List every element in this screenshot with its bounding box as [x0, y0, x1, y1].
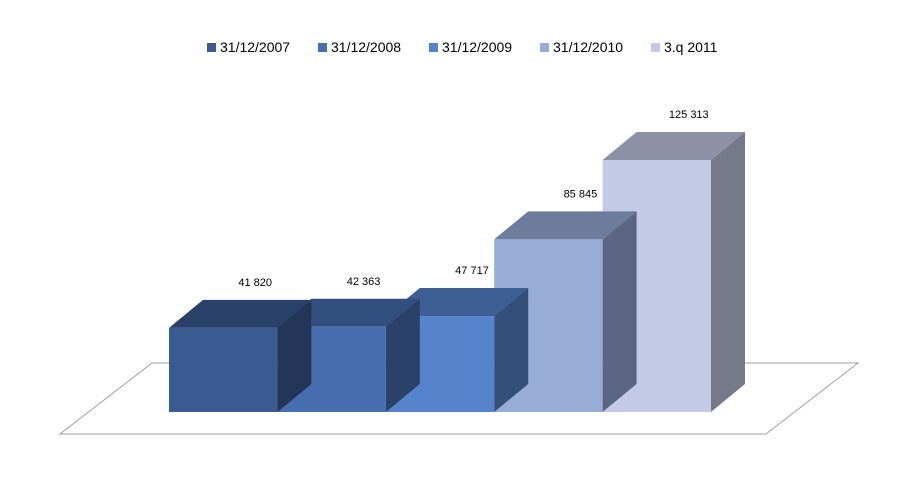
data-label: 85 845 [564, 188, 598, 200]
bar-side [602, 211, 637, 412]
legend-label: 3.q 2011 [664, 39, 718, 55]
bar-side [385, 298, 420, 412]
legend-label: 31/12/2007 [220, 39, 290, 55]
data-label: 42 363 [347, 276, 381, 288]
bar-front [169, 327, 278, 412]
data-label: 41 820 [238, 277, 272, 289]
bars-group [169, 132, 745, 412]
data-label: 125 313 [669, 109, 709, 121]
legend-swatch [429, 43, 438, 52]
data-label: 47 717 [455, 265, 489, 277]
legend-swatch [540, 43, 549, 52]
legend-swatch [207, 43, 216, 52]
bar-top [385, 288, 529, 317]
bar-top [277, 298, 420, 327]
legend-label: 31/12/2009 [442, 39, 512, 55]
bar-top [169, 299, 312, 328]
bar-top [494, 211, 637, 240]
legend-swatch [651, 43, 660, 52]
bar [169, 299, 312, 412]
bar-side [494, 288, 529, 412]
legend-swatch [318, 43, 327, 52]
legend-label: 31/12/2010 [553, 39, 623, 55]
bar-top [602, 132, 745, 160]
value-labels-group: 41 820 42 363 47 717 85 845 125 313 [238, 109, 708, 289]
bar-side [711, 132, 745, 412]
bar-side [277, 299, 312, 412]
bar [277, 298, 420, 412]
chart-legend: 31/12/2007 31/12/2008 31/12/2009 31/12/2… [207, 39, 718, 55]
legend-label: 31/12/2008 [331, 39, 401, 55]
